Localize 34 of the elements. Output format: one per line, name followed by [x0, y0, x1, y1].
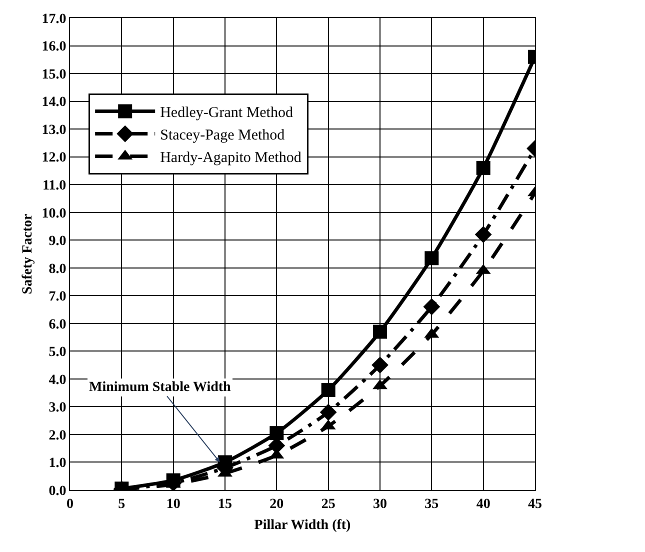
x-tick-label: 10: [166, 496, 180, 512]
y-tick-label: 8.0: [48, 262, 66, 277]
x-tick-label: 15: [218, 496, 232, 512]
y-tick-label: 11.0: [42, 178, 66, 194]
y-tick-label: 12.0: [42, 150, 66, 166]
y-axis-title: Safety Factor: [20, 214, 36, 294]
legend-label: Hedley-Grant Method: [160, 105, 294, 122]
y-tick-label: 15.0: [42, 67, 66, 82]
x-tick-label: 45: [528, 496, 542, 512]
x-tick-label: 35: [424, 496, 439, 512]
x-tick-label: 30: [373, 496, 387, 512]
y-tick-label: 7.0: [48, 290, 66, 305]
x-axis-title: Pillar Width (ft): [254, 518, 352, 534]
y-tick-label: 13.0: [42, 122, 66, 138]
legend-label: Stacey-Page Method: [160, 128, 286, 144]
y-tick-label: 2.0: [48, 428, 66, 444]
y-tick-label: 14.0: [42, 95, 66, 110]
y-tick-label: 6.0: [48, 317, 66, 332]
x-tick-label: 40: [476, 496, 490, 512]
y-tick-label: 10.0: [42, 206, 66, 222]
y-tick-label: 1.0: [48, 456, 66, 472]
y-tick-label: 5.0: [48, 345, 66, 360]
y-tick-label: 17.0: [42, 12, 66, 27]
annotation: Minimum Stable Width: [89, 380, 232, 395]
x-tick-label: 20: [270, 496, 284, 512]
y-tick-label: 4.0: [48, 372, 66, 388]
x-tick-label: 5: [118, 496, 126, 512]
y-tick-label: 9.0: [48, 234, 66, 250]
y-tick-label: 3.0: [48, 400, 66, 416]
x-tick-label: 25: [321, 496, 336, 512]
y-tick-label: 16.0: [42, 40, 66, 55]
legend-label: Hardy-Agapito Method: [160, 150, 302, 166]
x-tick-label: 0: [66, 496, 74, 512]
y-tick-label: 0.0: [48, 484, 66, 499]
